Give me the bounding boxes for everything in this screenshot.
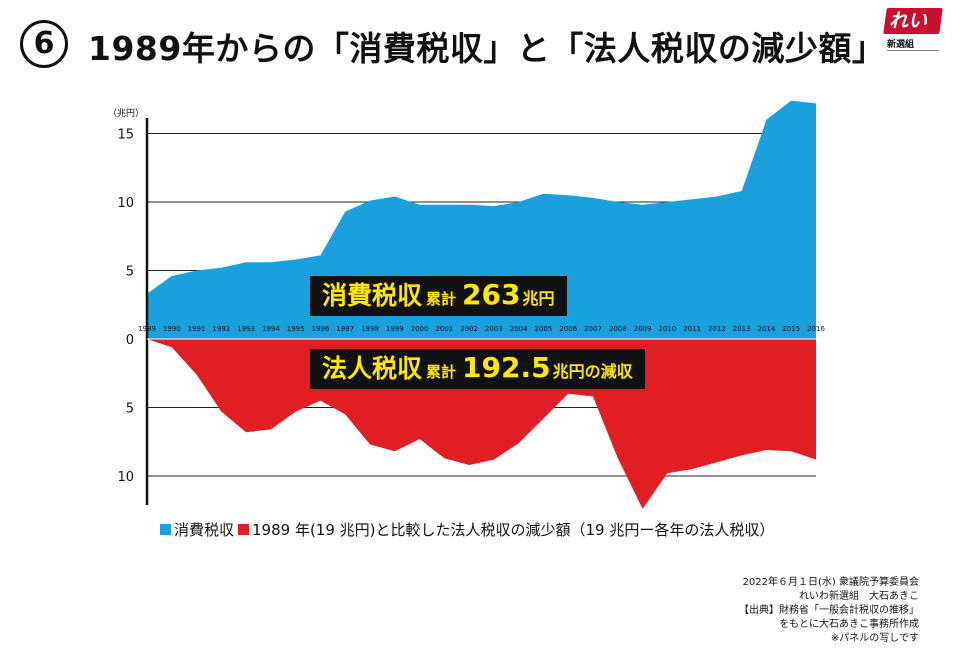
x-tick-label: 1996 bbox=[312, 325, 330, 333]
x-tick-label: 2004 bbox=[510, 325, 528, 333]
consumption-label-unit: 兆円 bbox=[522, 289, 555, 308]
consumption-label-value: 263 bbox=[462, 278, 521, 311]
x-tick-label: 1999 bbox=[386, 325, 404, 333]
x-tick-label: 2001 bbox=[435, 325, 453, 333]
y-axis-unit-label: （兆円） bbox=[108, 108, 144, 119]
credit-line: ※パネルの写しです bbox=[830, 633, 919, 644]
x-tick-label: 1998 bbox=[361, 325, 379, 333]
corporate-label-small: 累計 bbox=[426, 363, 457, 381]
x-tick-label: 2000 bbox=[411, 325, 429, 333]
corporate-total-label: 法人税収 累計 192.5 兆円の減収 bbox=[310, 349, 645, 389]
credit-line: 2022年６月１日(水) 衆議院予算委員会 bbox=[742, 577, 919, 588]
x-tick-label: 2009 bbox=[634, 325, 652, 333]
x-tick-label: 2005 bbox=[535, 325, 553, 333]
x-tick-label: 2008 bbox=[609, 325, 627, 333]
credit-line: をもとに大石あきこ事務所作成 bbox=[779, 619, 919, 630]
legend-item-consumption: 消費税収 bbox=[160, 519, 234, 540]
y-tick-label: 10 bbox=[117, 470, 134, 485]
consumption-total-label: 消費税収 累計 263 兆円 bbox=[310, 276, 567, 316]
x-tick-label: 1992 bbox=[212, 325, 230, 333]
legend-item-corporate: 1989 年(19 兆円)と比較した法人税収の減少額（19 兆円ー各年の法人税収… bbox=[238, 519, 774, 540]
y-tick-label: 10 bbox=[117, 196, 134, 211]
y-tick-label: 15 bbox=[117, 128, 134, 143]
logo-divider bbox=[887, 50, 939, 51]
panel-number-badge: 6 bbox=[20, 20, 68, 68]
source-credits: 2022年６月１日(水) 衆議院予算委員会 れいわ新選組 大石あきこ 【出典】財… bbox=[739, 576, 919, 646]
x-tick-label: 1990 bbox=[163, 325, 181, 333]
logo-name: れいわ bbox=[889, 10, 928, 58]
corporate-label-value: 192.5 bbox=[462, 351, 551, 384]
x-tick-label: 1994 bbox=[262, 325, 280, 333]
x-tick-label: 2010 bbox=[658, 325, 676, 333]
credit-line: れいわ新選組 大石あきこ bbox=[799, 591, 919, 602]
chart-legend: 消費税収 1989 年(19 兆円)と比較した法人税収の減少額（19 兆円ー各年… bbox=[160, 519, 778, 540]
legend-swatch-consumption bbox=[160, 524, 171, 535]
consumption-label-small: 累計 bbox=[426, 290, 457, 308]
legend-label-corporate: 1989 年(19 兆円)と比較した法人税収の減少額（19 兆円ー各年の法人税収… bbox=[252, 521, 775, 539]
credit-line: 【出典】財務省「一般会計税収の推移」 bbox=[739, 605, 919, 616]
x-tick-label: 1991 bbox=[188, 325, 206, 333]
corporate-label-unit: 兆円の減収 bbox=[552, 362, 633, 381]
x-tick-label: 2012 bbox=[708, 325, 726, 333]
y-tick-label: 5 bbox=[126, 265, 134, 280]
x-tick-label: 2013 bbox=[733, 325, 751, 333]
x-tick-label: 1993 bbox=[237, 325, 255, 333]
legend-swatch-corporate bbox=[238, 524, 250, 535]
logo-subtitle: 新選組 bbox=[887, 40, 915, 50]
reiwa-logo: れいわ 新選組 bbox=[881, 6, 945, 58]
x-tick-label: 1995 bbox=[287, 325, 305, 333]
x-tick-label: 1997 bbox=[336, 325, 354, 333]
x-tick-label: 2006 bbox=[559, 325, 577, 333]
y-tick-label: 5 bbox=[126, 402, 134, 417]
x-tick-label: 2014 bbox=[758, 325, 776, 333]
legend-label-consumption: 消費税収 bbox=[174, 521, 235, 539]
x-tick-label: 2016 bbox=[807, 325, 825, 333]
x-tick-label: 2011 bbox=[683, 325, 701, 333]
x-tick-label: 2015 bbox=[782, 325, 800, 333]
consumption-label-main: 消費税収 bbox=[322, 281, 423, 310]
panel-number: 6 bbox=[33, 26, 55, 61]
y-tick-label: 0 bbox=[126, 333, 134, 348]
x-tick-label: 2003 bbox=[485, 325, 503, 333]
x-tick-label: 2007 bbox=[584, 325, 602, 333]
page-title: 1989年からの「消費税収」と「法人税収の減少額」 bbox=[88, 29, 886, 68]
corporate-label-main: 法人税収 bbox=[322, 354, 423, 383]
x-tick-label: 2002 bbox=[460, 325, 478, 333]
